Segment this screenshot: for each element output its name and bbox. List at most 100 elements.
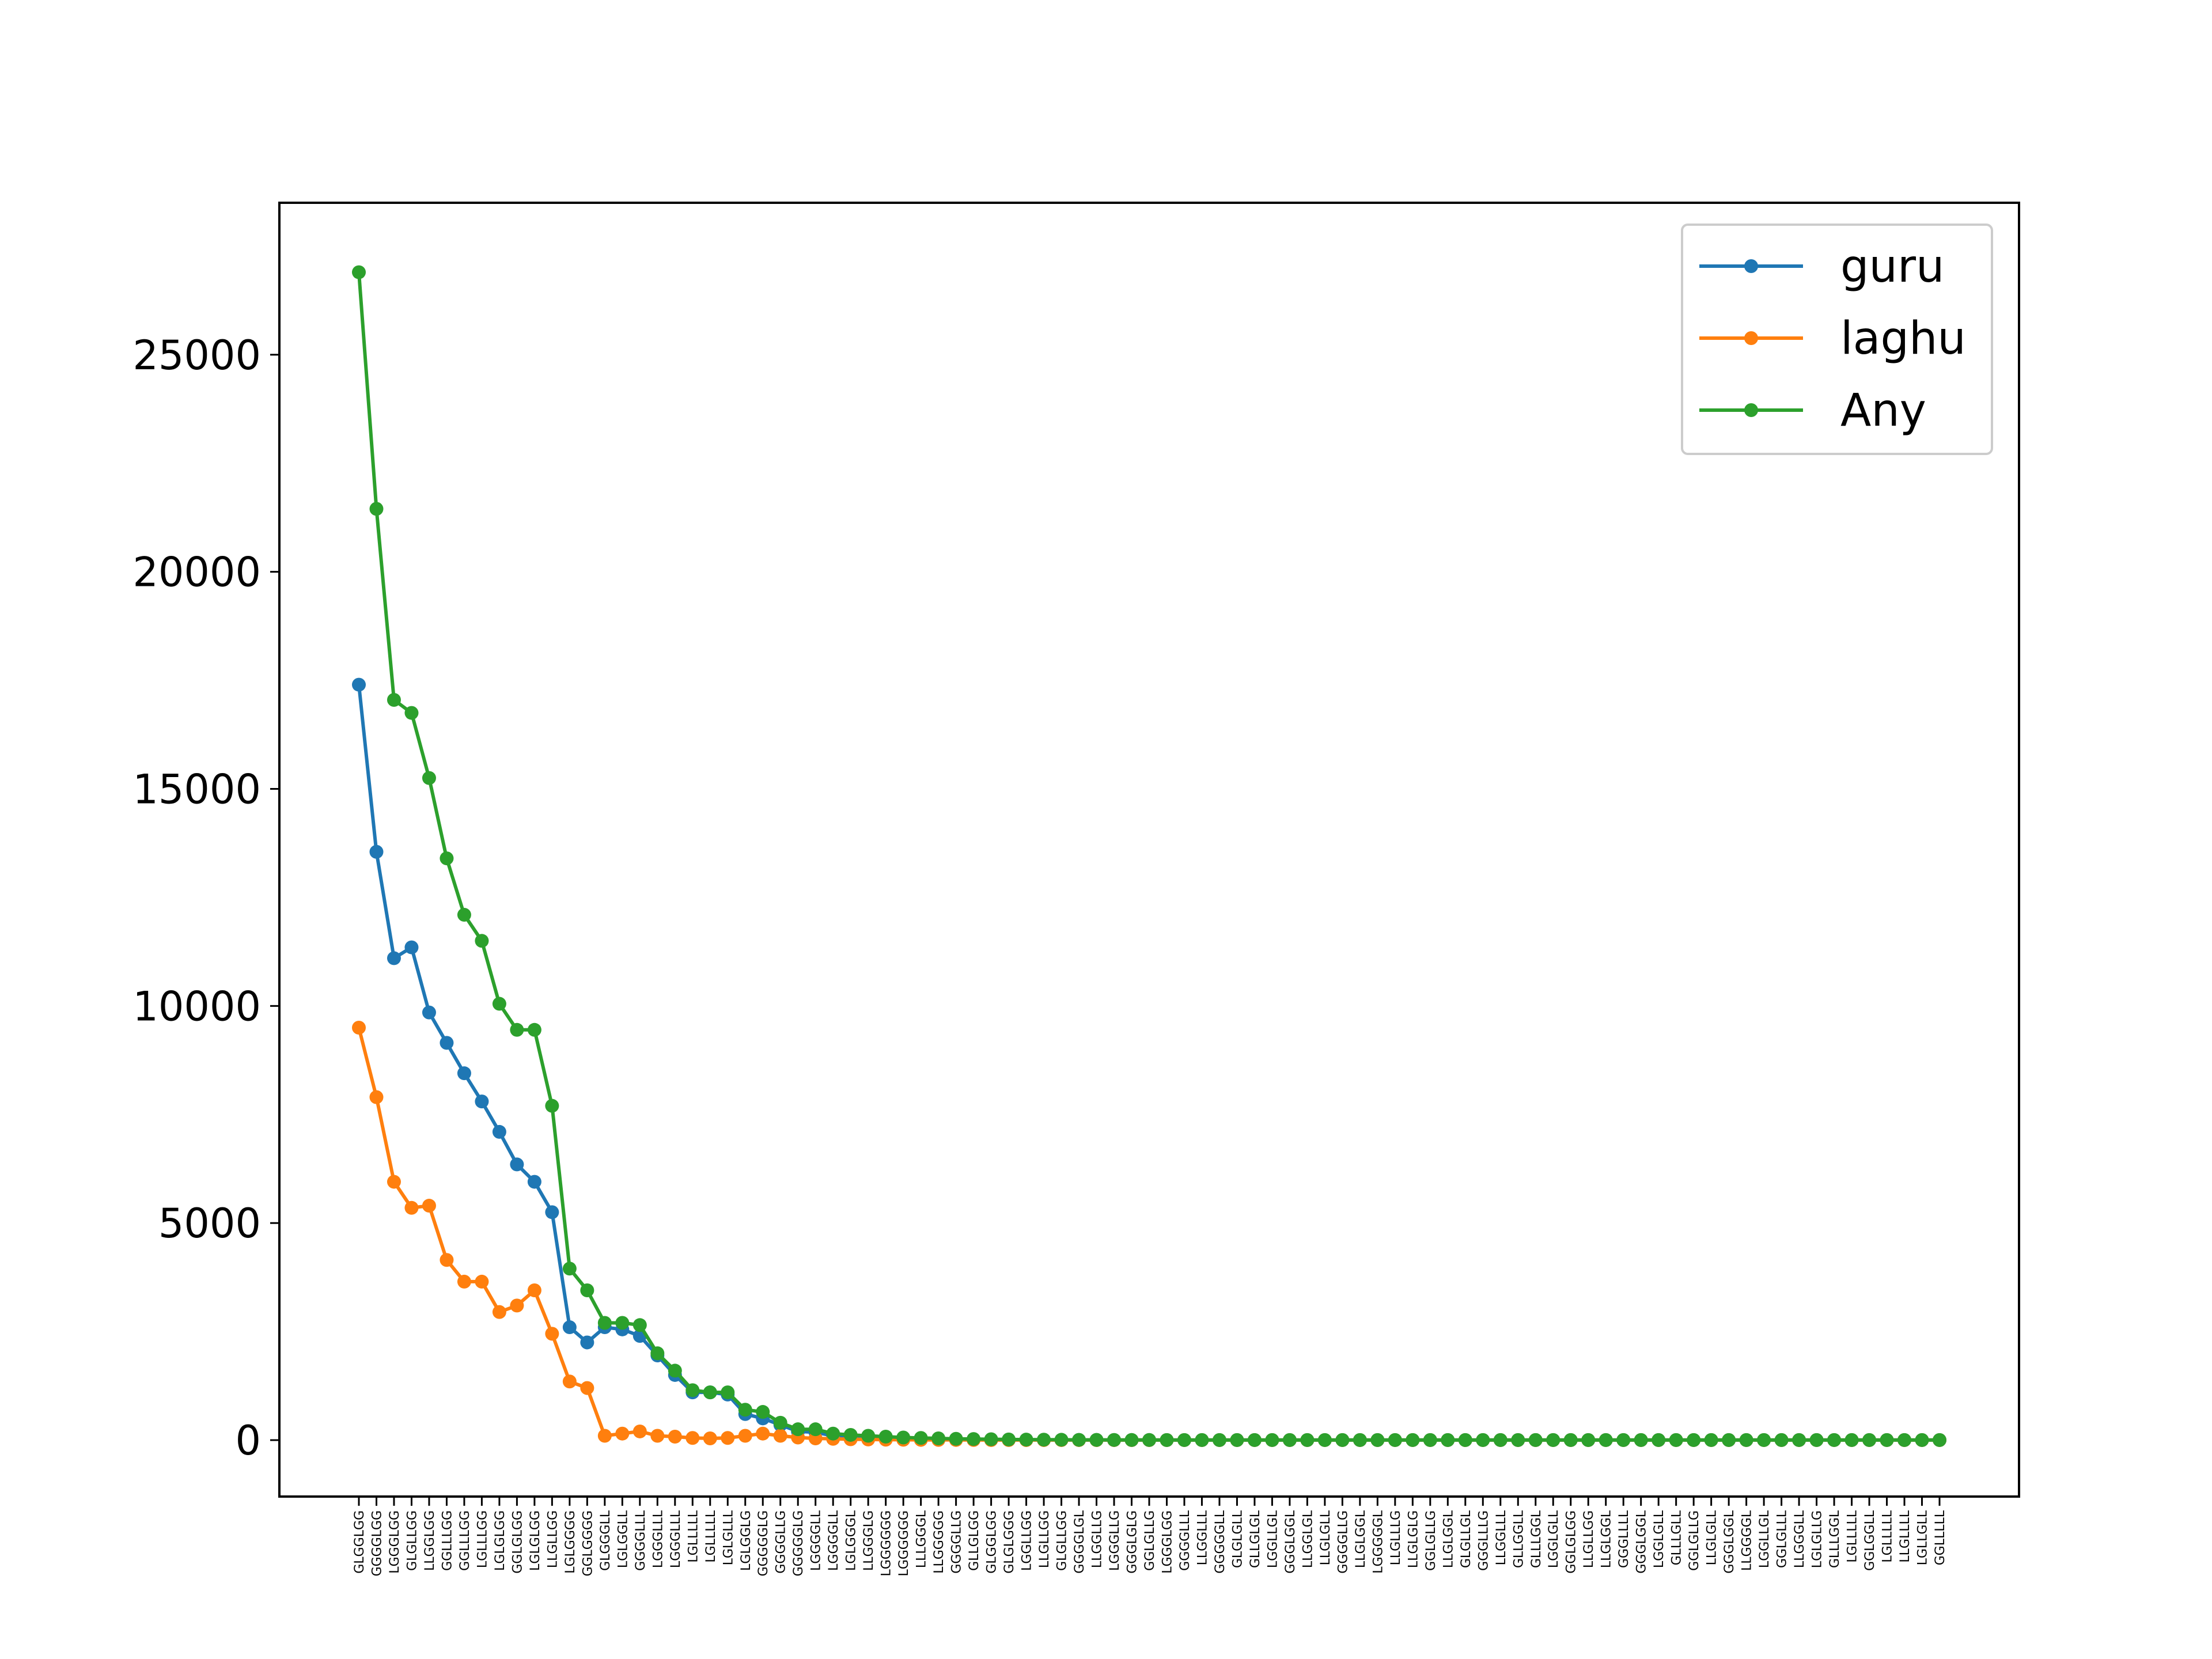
data-point xyxy=(1897,1433,1912,1447)
data-point xyxy=(1300,1433,1315,1447)
data-point xyxy=(738,1403,752,1417)
data-point xyxy=(1844,1433,1859,1447)
plot-frame xyxy=(278,202,2020,1498)
data-point xyxy=(861,1429,876,1443)
data-point xyxy=(685,1431,700,1445)
data-point xyxy=(756,1405,770,1419)
x-tick-label: LLGGGLG xyxy=(862,1510,876,1571)
data-point xyxy=(1353,1433,1367,1447)
data-point xyxy=(440,851,454,866)
data-point xyxy=(615,1426,630,1441)
x-tick-label: LLGLLGG xyxy=(546,1510,560,1568)
x-tick-label: GGGGLLL xyxy=(1178,1510,1192,1571)
x-tick-label: GLLLGLL xyxy=(1670,1510,1684,1565)
data-point xyxy=(1177,1433,1191,1447)
x-tick-label: LGGGLLL xyxy=(651,1510,665,1568)
data-point xyxy=(843,1427,858,1442)
data-point xyxy=(475,934,489,948)
data-point xyxy=(404,706,419,720)
x-tick-label: LGLGLLG xyxy=(1810,1510,1825,1568)
data-point xyxy=(597,1429,612,1443)
x-tick-label: LGLGLGG xyxy=(528,1510,543,1571)
data-point xyxy=(545,1099,559,1113)
x-tick-label: GGGLGGL xyxy=(1635,1510,1649,1573)
data-point xyxy=(440,1036,454,1050)
data-point xyxy=(580,1283,594,1297)
data-point xyxy=(826,1426,840,1441)
x-tick-label: LLGGLLL xyxy=(1195,1510,1210,1565)
data-point xyxy=(580,1381,594,1395)
data-point xyxy=(703,1431,717,1446)
x-tick-label: GLGGLGG xyxy=(985,1510,999,1574)
legend-item-laghu: laghu xyxy=(1699,313,1966,365)
y-tick-label: 0 xyxy=(235,1417,261,1464)
x-tick-label: GLGLGLL xyxy=(1230,1510,1245,1568)
data-point xyxy=(1160,1433,1174,1447)
x-tick-label: LLGGLLG xyxy=(1090,1510,1105,1568)
data-point xyxy=(721,1385,735,1400)
data-point xyxy=(422,1005,436,1020)
x-tick-label: LLGLLGG xyxy=(1037,1510,1052,1568)
data-point xyxy=(1458,1433,1472,1447)
data-point xyxy=(1933,1433,1946,1447)
data-point xyxy=(1669,1433,1683,1447)
x-tick-label: GGLGLLL xyxy=(1775,1510,1790,1568)
data-point xyxy=(1722,1433,1736,1447)
data-point xyxy=(352,1021,366,1035)
data-point xyxy=(1827,1433,1842,1447)
data-point xyxy=(387,692,401,707)
data-point xyxy=(878,1429,893,1444)
data-point xyxy=(1406,1433,1420,1447)
data-point xyxy=(1054,1433,1069,1447)
data-point xyxy=(1265,1433,1279,1447)
data-point xyxy=(1388,1433,1402,1447)
x-axis: GLGGLGG GGGGLGG LGGGLGG GLGLLGG LLGGLGG GGLLL… xyxy=(353,1497,1948,1577)
data-point xyxy=(387,951,401,965)
x-tick-label: GGGLGGL xyxy=(1283,1510,1298,1573)
data-point xyxy=(1652,1433,1666,1447)
y-axis: 0 5000 10000 15000 20000 25000 xyxy=(132,332,279,1464)
x-tick-label: LLGLLGG xyxy=(1582,1510,1596,1568)
data-point xyxy=(457,1274,471,1289)
data-point xyxy=(1493,1433,1508,1447)
x-tick-label: GLLGLGG xyxy=(967,1510,982,1571)
x-tick-label: LLGGGGG xyxy=(932,1510,946,1574)
data-point xyxy=(492,1124,506,1139)
x-tick-label: LGLLLLL xyxy=(686,1510,700,1562)
data-point xyxy=(457,908,471,922)
data-point xyxy=(527,1022,541,1037)
data-point xyxy=(475,1094,489,1109)
x-tick-label: GGLLLGG xyxy=(440,1510,454,1571)
data-point xyxy=(1370,1433,1385,1447)
y-tick-label: 15000 xyxy=(132,766,261,813)
x-tick-label: LGGLLGL xyxy=(1266,1510,1280,1568)
x-tick-label: LGGLGLL xyxy=(1652,1510,1666,1568)
x-tick-label: LGGGGLL xyxy=(809,1510,824,1571)
data-point xyxy=(562,1374,577,1389)
x-tick-label: LLGLGGL xyxy=(1354,1510,1368,1568)
legend-box xyxy=(1681,224,1993,455)
x-tick-label: GLGLLGL xyxy=(1459,1510,1474,1568)
data-point xyxy=(967,1432,981,1446)
data-point xyxy=(562,1262,577,1276)
data-point xyxy=(404,940,419,955)
data-point xyxy=(475,1274,489,1289)
data-point xyxy=(422,771,436,785)
data-point xyxy=(1581,1433,1596,1447)
data-point xyxy=(580,1335,594,1350)
x-tick-label: LGGLGLL xyxy=(1547,1510,1561,1568)
data-point xyxy=(1441,1433,1455,1447)
data-point xyxy=(615,1316,630,1330)
x-tick-label: LGGGLLG xyxy=(1108,1510,1122,1571)
data-point xyxy=(562,1320,577,1335)
x-tick-label: GGLGLGG xyxy=(1565,1510,1579,1574)
data-point xyxy=(1546,1433,1560,1447)
x-tick-label: LGLGGLG xyxy=(739,1510,753,1571)
x-tick-label: GGGGGLG xyxy=(791,1510,806,1577)
data-point xyxy=(1317,1433,1332,1447)
x-tick-label: GGGLLLG xyxy=(1476,1510,1491,1571)
data-point xyxy=(1230,1433,1244,1447)
series-line xyxy=(357,1027,1940,1442)
data-point xyxy=(1037,1433,1051,1447)
x-tick-label: GGGLLLL xyxy=(1617,1510,1631,1568)
